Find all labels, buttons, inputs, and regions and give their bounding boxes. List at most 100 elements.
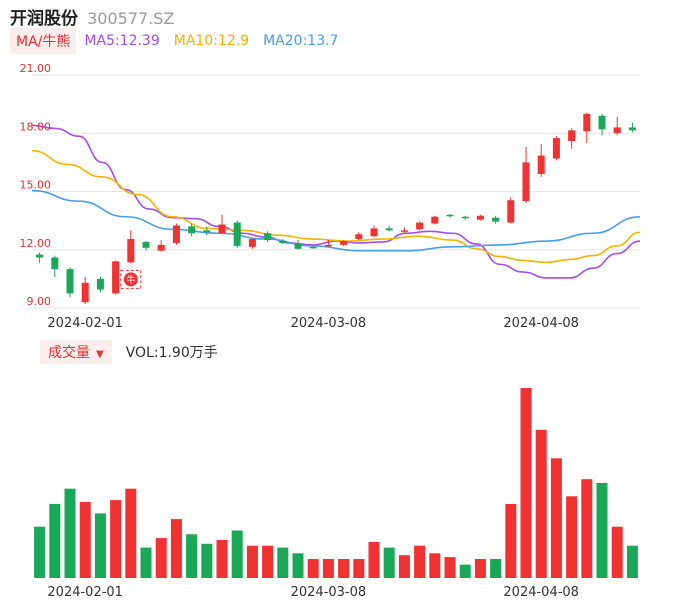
stock-header: 开润股份 300577.SZ [10,4,175,29]
volume-bar [444,557,456,578]
volume-bar [262,545,274,578]
volume-bar [353,559,365,578]
volume-bar [277,547,289,578]
volume-bar [34,526,46,578]
volume-bar [125,488,137,578]
volume-value: VOL:1.90万手 [125,345,218,361]
candle-body [492,217,500,222]
y-tick-label: 21.00 [20,62,52,75]
candle-body [51,257,59,270]
volume-x-tick-label: 2024-04-08 [503,585,579,600]
candle-body [400,230,408,232]
candle-body [248,239,256,247]
volume-indicator-selector[interactable]: 成交量 ▼ [40,340,112,364]
volume-bar [49,503,61,578]
volume-bar [383,547,395,578]
candle-body [476,215,484,220]
volume-bar [626,545,638,578]
candle-body [507,200,515,223]
candle-body [370,228,378,237]
volume-bar [490,559,502,578]
volume-bar [155,538,167,578]
candle-body [188,226,196,234]
volume-bar [79,502,91,578]
volume-legend: 成交量 ▼ VOL:1.90万手 [40,340,218,364]
candle-body [552,138,560,159]
candle-body [218,224,226,234]
ma-line-ma20 [31,189,641,252]
ma20-label: MA20:13.7 [263,33,339,49]
grid-lines [32,74,640,309]
candle-body [81,282,89,303]
candle-body [431,216,439,224]
candle-body [203,230,211,233]
candlestick-series [36,112,636,305]
volume-bar [429,553,441,578]
volume-bar [186,534,198,578]
ma5-label: MA5:12.39 [84,33,160,49]
volume-bar [140,547,152,578]
candle-body [568,130,576,142]
ma10-label: MA10:12.9 [173,33,250,49]
candle-body [157,244,165,251]
volume-bar [292,553,304,578]
volume-bar [611,526,623,578]
candle-body [613,127,621,134]
candle-body [172,225,180,243]
volume-bar [414,545,426,578]
candle-body [66,269,74,294]
volume-bar [322,559,334,578]
candle-body [36,254,44,258]
volume-bar [94,513,106,578]
volume-bar [307,559,319,578]
volume-bar [64,488,76,578]
ma-indicator-selector[interactable]: MA/牛熊 [10,28,77,54]
marker-layer: 牛 [120,269,142,289]
candle-body [522,162,530,202]
volume-bar [216,540,228,578]
candle-body [583,113,591,132]
ma-legend: MA/牛熊 MA5:12.39 MA10:12.9 MA20:13.7 [10,28,352,54]
volume-bar [535,429,547,578]
y-tick-label: 15.00 [20,179,52,192]
candle-body [461,216,469,219]
candle-body [340,241,348,245]
candle-body [142,241,150,248]
candle-body [294,243,302,249]
volume-bar [581,479,593,578]
volume-bar [338,559,350,578]
candle-body [628,127,636,131]
volume-bar [474,559,486,578]
volume-bar [110,500,122,578]
y-tick-label: 9.00 [27,295,52,308]
volume-bar [566,496,578,578]
volume-bar [231,530,243,578]
candle-body [233,222,241,246]
volume-bar [459,564,471,578]
volume-bar [520,388,532,578]
y-tick-label: 12.00 [20,237,52,250]
ma-line-ma5 [31,124,641,279]
candle-body [279,241,287,243]
candle-body [112,261,120,294]
bull-badge-glyph: 牛 [126,274,135,286]
volume-bar [246,545,258,578]
volume-bar [170,519,182,578]
volume-date-axis-labels: 2024-02-01 2024-03-08 2024-04-08 [47,585,579,600]
candle-body [598,115,606,130]
date-axis-labels: 2024-02-01 2024-03-08 2024-04-08 [47,316,579,331]
x-tick-label: 2024-02-01 [47,316,123,331]
stock-name: 开润股份 [10,9,78,29]
caret-down-icon: ▼ [96,349,104,360]
price-axis-labels: 21.00 18.00 15.00 12.00 9.00 [20,62,52,308]
volume-bar [201,543,213,578]
candle-body [264,233,272,241]
volume-bar [398,555,410,578]
candle-body [537,155,545,175]
volume-tag-label: 成交量 [48,345,90,361]
candle-body [416,222,424,230]
x-tick-label: 2024-03-08 [291,316,367,331]
stock-code: 300577.SZ [87,9,175,28]
volume-x-tick-label: 2024-02-01 [47,585,123,600]
